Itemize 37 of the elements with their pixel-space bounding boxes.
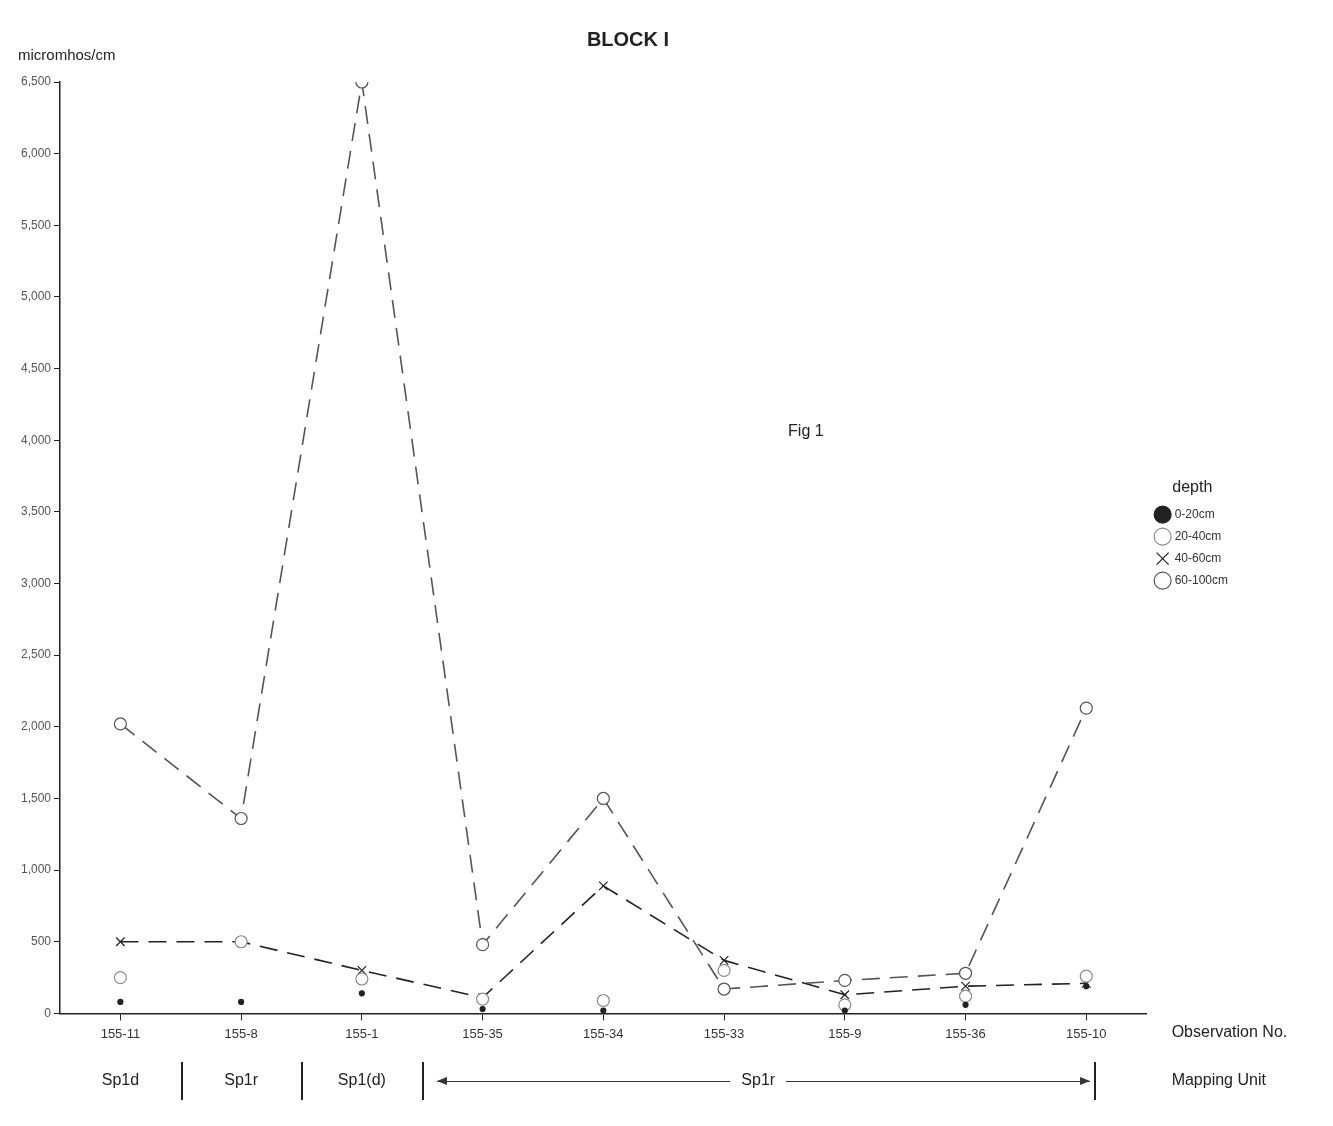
y-tick-label: 5,000 <box>21 289 52 304</box>
y-tick-label: 4,500 <box>21 360 52 375</box>
x-tick-label: 155-9 <box>828 1025 862 1041</box>
y-axis-title: micromhos/cm <box>18 46 116 63</box>
text: Mapping Unit <box>1171 1071 1266 1089</box>
y-tick-label: 4,000 <box>21 432 52 447</box>
text: Sp1r <box>223 1071 259 1089</box>
x-tick-label: 155-1 <box>345 1025 379 1041</box>
y-tick-label: 1,000 <box>21 862 52 877</box>
legend-label: 40-60cm <box>1174 550 1222 565</box>
legend-label: 0-20cm <box>1174 506 1215 521</box>
x-tick-label: 155-8 <box>224 1025 258 1041</box>
y-tick-label: 3,500 <box>21 504 52 519</box>
legend-label: 20-40cm <box>1174 528 1222 543</box>
x-tick-label: 155-11 <box>100 1025 141 1041</box>
y-tick-label: 3,000 <box>21 575 52 590</box>
y-tick-label: 500 <box>31 934 52 949</box>
y-tick-label: 1,500 <box>21 790 52 805</box>
x-tick-label: 155-10 <box>1066 1025 1107 1041</box>
text: Sp1d <box>100 1071 141 1089</box>
x-tick-label: 155-33 <box>703 1025 745 1041</box>
y-tick-label: 5,500 <box>21 217 52 232</box>
x-tick-label: 155-36 <box>945 1025 986 1041</box>
y-tick-label: 2,500 <box>21 647 52 662</box>
y-tick-label: 2,000 <box>21 719 52 734</box>
chart-title: BLOCK I <box>586 27 670 50</box>
legend-title: depth <box>1172 477 1213 495</box>
text: Sp1(d) <box>336 1071 387 1089</box>
y-tick-label: 6,000 <box>21 145 52 160</box>
x-tick-label: 155-35 <box>462 1025 503 1041</box>
x-tick-label: 155-34 <box>583 1025 624 1041</box>
text: Sp1r <box>740 1071 777 1089</box>
x-axis-title: Observation No. <box>1171 1023 1288 1041</box>
annotation: Fig 1 <box>788 421 824 439</box>
y-tick-label: 0 <box>44 1005 52 1020</box>
y-tick-label: 6,500 <box>21 74 52 89</box>
legend-label: 60-100cm <box>1174 572 1229 587</box>
